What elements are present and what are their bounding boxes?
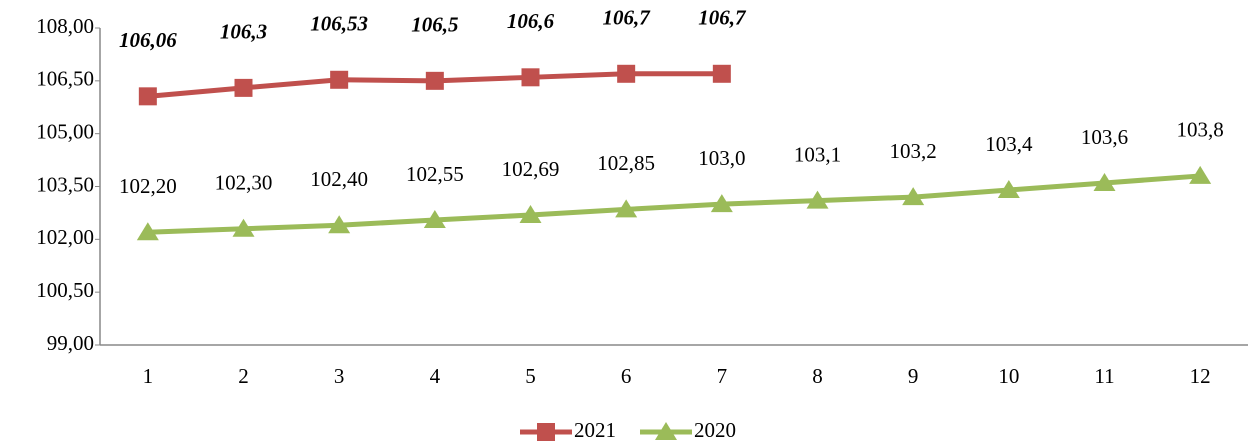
- data-label: 102,30: [215, 171, 273, 195]
- x-tick-label: 3: [334, 364, 345, 388]
- marker: [712, 64, 731, 83]
- data-label: 106,7: [698, 6, 747, 30]
- marker: [617, 64, 636, 83]
- marker: [138, 87, 157, 106]
- data-label: 102,20: [119, 174, 177, 198]
- data-label: 106,06: [119, 28, 177, 52]
- data-label: 106,6: [507, 9, 555, 33]
- marker: [997, 180, 1020, 199]
- marker: [710, 194, 733, 213]
- data-label: 106,7: [603, 6, 652, 30]
- data-label: 103,4: [985, 132, 1033, 156]
- x-tick-label: 5: [525, 364, 536, 388]
- x-tick-label: 6: [621, 364, 632, 388]
- marker: [806, 190, 829, 209]
- marker: [330, 70, 349, 89]
- y-tick-label: 106,50: [36, 67, 94, 91]
- marker: [136, 222, 159, 241]
- marker: [328, 215, 351, 234]
- legend-label: 2020: [694, 418, 736, 441]
- marker: [519, 205, 542, 224]
- y-tick-label: 105,00: [36, 119, 94, 143]
- x-tick-label: 11: [1094, 364, 1114, 388]
- x-tick-label: 10: [998, 364, 1019, 388]
- x-tick-label: 1: [143, 364, 154, 388]
- data-label: 103,0: [698, 146, 745, 170]
- y-tick-label: 102,00: [36, 225, 94, 249]
- data-label: 103,8: [1177, 118, 1224, 142]
- marker: [615, 199, 638, 218]
- data-label: 102,40: [310, 167, 368, 191]
- marker: [234, 78, 253, 97]
- data-label: 102,55: [406, 162, 464, 186]
- legend-label: 2021: [574, 418, 616, 441]
- x-tick-label: 8: [812, 364, 823, 388]
- marker: [521, 68, 540, 87]
- marker: [423, 209, 446, 228]
- x-tick-label: 2: [238, 364, 249, 388]
- data-label: 103,6: [1081, 125, 1128, 149]
- series-line: [147, 173, 1201, 235]
- x-tick-label: 7: [717, 364, 728, 388]
- x-tick-label: 12: [1190, 364, 1211, 388]
- data-label: 106,5: [411, 13, 458, 37]
- marker: [1189, 165, 1212, 184]
- data-label: 106,53: [310, 12, 368, 36]
- legend-marker: [655, 422, 677, 440]
- data-label: 102,69: [502, 157, 560, 181]
- data-label: 102,85: [597, 151, 655, 175]
- marker: [232, 218, 255, 237]
- data-label: 106,3: [220, 20, 267, 44]
- marker: [1093, 172, 1116, 191]
- legend-marker: [537, 423, 555, 441]
- y-tick-label: 99,00: [47, 331, 94, 355]
- y-tick-label: 103,50: [36, 172, 94, 196]
- marker: [902, 187, 925, 206]
- data-label: 103,2: [890, 139, 937, 163]
- x-tick-label: 9: [908, 364, 919, 388]
- y-tick-label: 108,00: [36, 14, 94, 38]
- x-tick-label: 4: [430, 364, 441, 388]
- y-tick-label: 100,50: [36, 278, 94, 302]
- marker: [425, 71, 444, 90]
- data-label: 103,1: [794, 142, 841, 166]
